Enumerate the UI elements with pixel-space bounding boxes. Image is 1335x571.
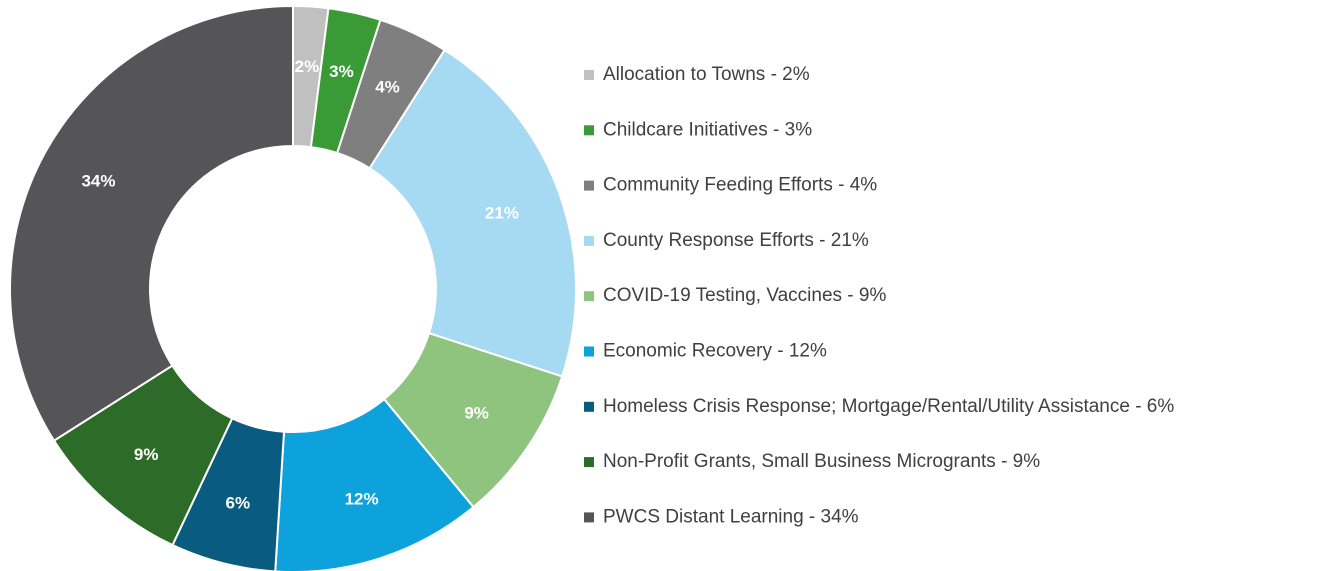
legend-marker [584, 512, 594, 523]
legend-text: Economic Recovery - 12% [603, 341, 827, 362]
legend-marker [584, 457, 594, 468]
slice-label: 6% [226, 494, 251, 513]
slice-label: 2% [295, 57, 320, 76]
slice-label: 3% [329, 62, 354, 81]
legend-marker [584, 180, 594, 191]
legend-marker [584, 401, 594, 412]
slice-label: 4% [375, 78, 400, 97]
legend-marker [584, 125, 594, 136]
legend-text: County Response Efforts - 21% [603, 230, 869, 251]
legend-text: Non-Profit Grants, Small Business Microg… [603, 451, 1040, 472]
slice-label: 12% [345, 490, 379, 509]
legend-text: Allocation to Towns - 2% [603, 64, 810, 85]
legend-marker [584, 346, 594, 357]
slice-label: 9% [464, 403, 489, 422]
slice [368, 48, 577, 378]
legend-marker [584, 291, 594, 302]
slice [274, 397, 475, 571]
legend-marker [584, 235, 594, 246]
slice [9, 4, 294, 443]
slice-label: 9% [134, 445, 159, 464]
legend-marker [584, 70, 594, 80]
legend-text: Community Feeding Efforts - 4% [603, 175, 877, 196]
slice-label: 21% [485, 203, 519, 222]
legend-text: PWCS Distant Learning - 34% [603, 506, 859, 527]
legend-text: COVID-19 Testing, Vaccines - 9% [603, 285, 886, 306]
legend-text: Childcare Initiatives - 3% [603, 119, 812, 140]
slice-label: 34% [81, 172, 115, 191]
legend-text: Homeless Crisis Response; Mortgage/Renta… [603, 396, 1174, 417]
